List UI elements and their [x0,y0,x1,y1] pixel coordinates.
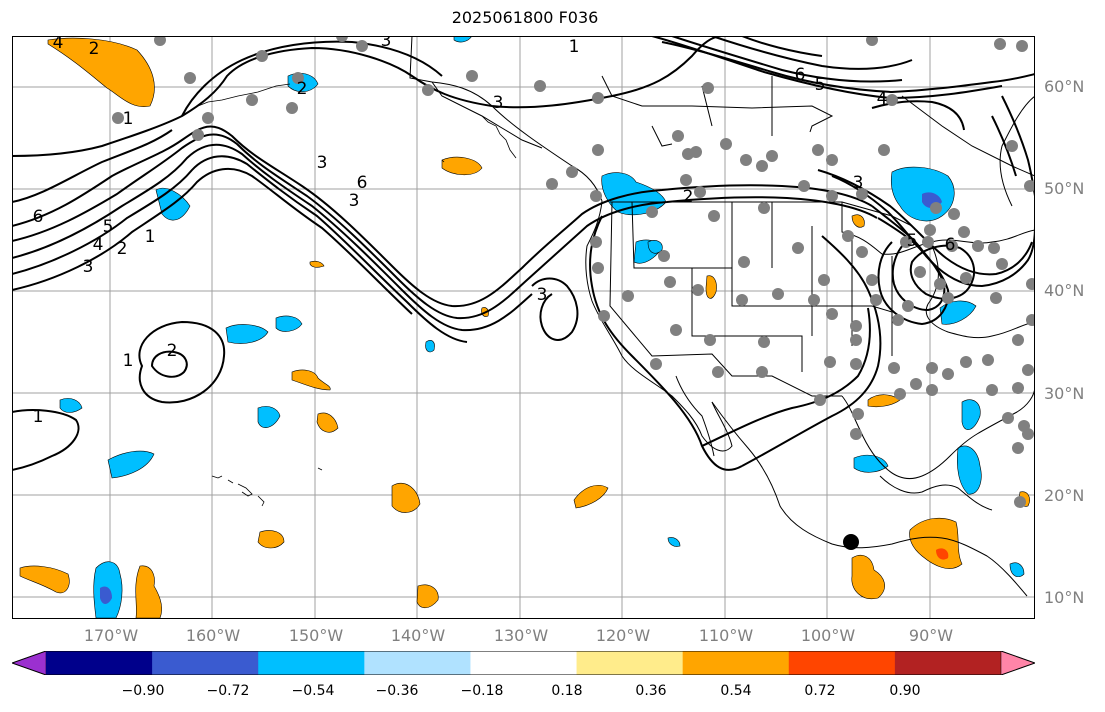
lon-label: 160°W [185,626,241,645]
contour-label: 3 [537,285,548,305]
contour-label: 1 [123,109,134,129]
lon-label: 170°W [83,626,139,645]
colorbar-segment [894,651,1002,675]
contour-label: 4 [93,235,104,255]
colorbar-segment [46,651,153,675]
contour-label: 6 [795,65,806,85]
contour-label: 3 [381,36,392,51]
contour-label: 2 [297,79,308,99]
colorbar-extend-max [1000,651,1035,675]
contour-label: 1 [33,407,44,427]
contour-label: 3 [349,191,360,211]
lon-label: 110°W [698,626,754,645]
lon-label: 100°W [800,626,856,645]
contour-label: 3 [317,153,328,173]
colorbar-tick-label: −0.36 [375,683,419,699]
colorbar-extend-min [12,651,47,675]
lon-label: 120°W [595,626,651,645]
colorbar-segment [682,651,790,675]
lon-label: 140°W [390,626,446,645]
contour-label: 1 [569,37,580,57]
colorbar-tick-label: −0.72 [206,683,250,699]
contour-label: 3 [853,173,864,193]
lat-label: 50°N [1044,179,1085,198]
positive-anomaly-areas [19,37,1030,619]
contour-label: 2 [167,341,178,361]
strong-positive-cores [936,548,949,560]
colorbar-segment [470,651,578,675]
contour-lines [12,36,1035,471]
colorbar-segment [576,651,684,675]
colorbar-tick-label: −0.54 [291,683,335,699]
contour-label: 6 [945,235,956,255]
contour-label: 4 [53,36,64,53]
colorbar-tick-label: −0.90 [121,683,165,699]
lat-label: 10°N [1044,588,1085,607]
colorbar-tick-label: 0.18 [551,683,583,699]
map-plot: 4 2 1 6 5 4 3 2 1 3 3 6 3 2 3 2 1 1 6 5 … [12,36,1035,619]
contour-label: 5 [907,231,918,251]
contour-label: 2 [683,187,694,207]
location-marker [843,534,859,550]
contour-label: 3 [83,257,94,277]
colorbar-tick-label: 0.36 [635,683,667,699]
lon-label: 130°W [493,626,549,645]
lon-label: 90°W [908,626,954,645]
contour-label: 4 [877,89,888,109]
colorbar-segment [152,651,259,675]
colorbar [12,651,1035,675]
colorbar-segment [258,651,365,675]
contour-label: 6 [33,207,44,227]
contour-label: 1 [123,351,134,371]
lon-label: 150°W [288,626,344,645]
lat-label: 20°N [1044,486,1085,505]
contour-label: 5 [815,75,826,95]
gridlines [12,36,1035,619]
colorbar-tick-label: 0.72 [804,683,836,699]
map-title: 2025061800 F036 [451,8,599,27]
contour-label: 2 [117,239,128,259]
islands [197,83,517,507]
colorbar-tick-label: 0.90 [889,683,921,699]
contour-label: 3 [493,93,504,113]
contour-label: 2 [89,39,100,59]
lat-label: 60°N [1044,77,1085,96]
colorbar-segment [788,651,896,675]
contour-label: 6 [357,173,368,193]
colorbar-tick-label: −0.18 [460,683,504,699]
contour-label: 5 [103,217,114,237]
colorbar-tick-label: 0.54 [720,683,752,699]
station-markers [112,36,1035,508]
colorbar-segment [364,651,471,675]
lat-label: 40°N [1044,281,1085,300]
lat-label: 30°N [1044,384,1085,403]
contour-label: 1 [145,227,156,247]
